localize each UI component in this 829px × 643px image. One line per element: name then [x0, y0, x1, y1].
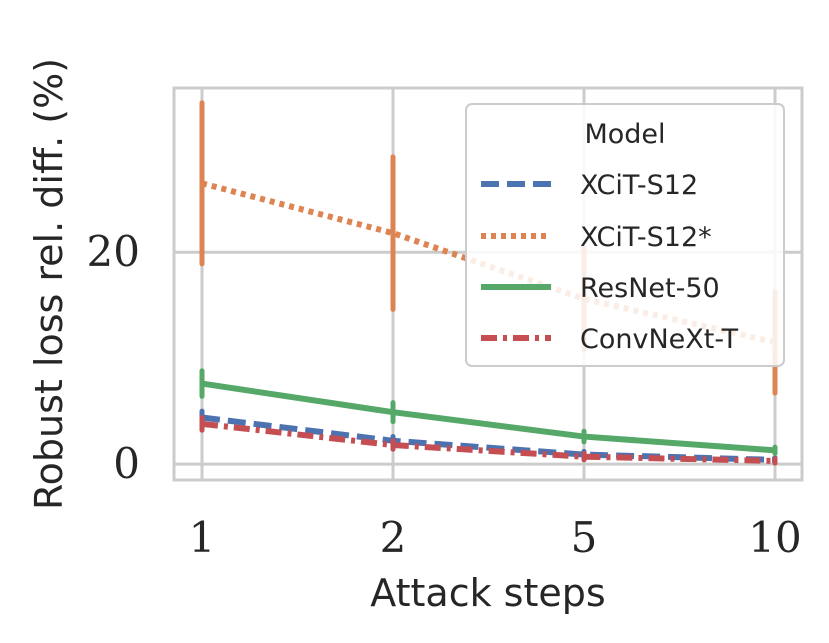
y-tick-label-0: 0: [113, 439, 140, 488]
x-axis-label: Attack steps: [370, 571, 605, 615]
x-tick-label-1: 1: [189, 513, 216, 562]
legend-title: Model: [584, 119, 665, 150]
series-line-resnet-50: [201, 380, 776, 454]
series-line-xcit-s12: [201, 414, 776, 463]
x-tick-label-5: 5: [571, 513, 598, 562]
x-tick-label-10: 10: [748, 513, 801, 562]
legend-box: [465, 103, 785, 367]
plot-frame: [172, 86, 804, 482]
legend-label-convnext-t: ConvNeXt-T: [580, 324, 739, 355]
legend-label-resnet-50: ResNet-50: [580, 273, 720, 304]
legend-label-xcit-s12: XCiT-S12: [580, 170, 698, 201]
y-axis-label: Robust loss rel. diff. (%): [27, 58, 71, 510]
legend-label-xcit-s12: XCiT-S12*: [580, 222, 712, 253]
series-convnext-t: [199, 414, 778, 466]
legend: Model XCiT-S12 XCiT-S12* ResNet-50 ConvNeXt…: [465, 103, 785, 367]
y-tick-label-20: 20: [87, 227, 140, 276]
tick-labels: 1 2 5 10 0 20: [87, 227, 802, 562]
x-tick-label-2: 2: [380, 513, 407, 562]
series-line-convnext-t: [201, 420, 776, 464]
series-resnet-50: [199, 368, 778, 457]
